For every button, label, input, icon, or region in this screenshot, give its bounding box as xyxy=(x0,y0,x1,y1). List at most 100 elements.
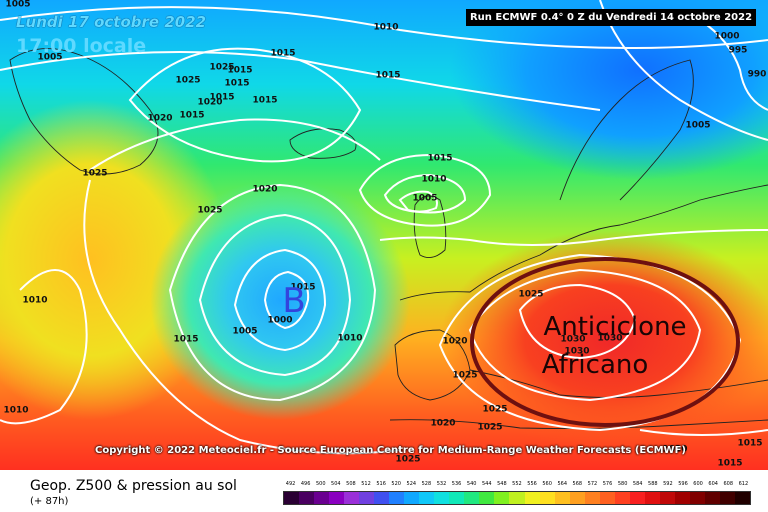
forecast-lead-time: (+ 87h) xyxy=(30,496,69,507)
isobar-label: 1015 xyxy=(737,439,762,449)
isobar-line xyxy=(233,248,327,352)
isobar-label: 1015 xyxy=(252,96,277,106)
scale-swatch xyxy=(359,492,375,504)
scale-swatch xyxy=(659,492,675,504)
isobar-line xyxy=(0,6,768,49)
isobar-label: 1025 xyxy=(477,423,502,433)
forecast-local-time: 17:00 locale xyxy=(16,35,147,57)
scale-swatch xyxy=(404,492,420,504)
isobar-label: 1010 xyxy=(22,296,47,306)
scale-swatch xyxy=(614,492,630,504)
scale-swatch xyxy=(569,492,585,504)
isobar-line xyxy=(168,183,377,402)
isobar-label: 1005 xyxy=(685,121,710,131)
isobar-line xyxy=(128,47,362,163)
isobar-label: 1020 xyxy=(662,445,687,455)
isobar-label: 1015 xyxy=(375,71,400,81)
scale-tick-label: 512 xyxy=(361,481,371,487)
scale-swatch xyxy=(299,492,315,504)
isobar-label: 1025 xyxy=(175,76,200,86)
scale-swatch xyxy=(284,492,300,504)
scale-swatch xyxy=(674,492,690,504)
scale-tick-label: 580 xyxy=(617,481,628,487)
coastlines xyxy=(9,48,768,430)
isobar-line xyxy=(83,179,401,455)
anticyclone-label-line1: Anticiclone xyxy=(543,312,686,342)
scale-swatch xyxy=(629,492,645,504)
scale-swatch xyxy=(719,492,735,504)
scale-swatch xyxy=(509,492,525,504)
isobar-line xyxy=(468,268,702,402)
isobar-line xyxy=(89,118,381,171)
isobar-label: 1010 xyxy=(373,23,398,33)
scale-swatch xyxy=(329,492,345,504)
anticyclone-outline xyxy=(470,257,740,427)
isobar-label: 1015 xyxy=(209,93,234,103)
scale-swatch xyxy=(554,492,570,504)
scale-swatch xyxy=(599,492,615,504)
scale-swatch xyxy=(734,492,750,504)
isobar-label: 1005 xyxy=(412,194,437,204)
isobar-label: 1005 xyxy=(5,0,30,10)
isobar-label: 1025 xyxy=(197,206,222,216)
isobar-label: 1015 xyxy=(173,335,198,345)
scale-tick-label: 608 xyxy=(723,481,734,487)
run-info-banner: Run ECMWF 0.4° 0 Z du Vendredi 14 octobr… xyxy=(466,9,756,26)
scale-tick-label: 528 xyxy=(421,481,432,487)
scale-swatch xyxy=(494,492,510,504)
isobar-label: 1020 xyxy=(197,98,222,108)
isobar-label: 1020 xyxy=(147,114,172,124)
scale-tick-label: 588 xyxy=(648,481,658,487)
scale-tick-label: 584 xyxy=(632,481,643,487)
isobar-label: 1025 xyxy=(209,63,234,73)
scale-swatch xyxy=(479,492,495,504)
scale-tick-label: 504 xyxy=(331,481,341,487)
isobar-lines xyxy=(0,0,768,453)
scale-tick-label: 544 xyxy=(481,481,492,487)
isobar-line xyxy=(518,283,637,360)
isobar-label: 1015 xyxy=(270,49,295,59)
anticyclone-label-line2: Africano xyxy=(542,350,649,380)
isobar-label: 1020 xyxy=(430,419,455,429)
isobar-label: 1000 xyxy=(267,316,292,326)
isobar-label: 1025 xyxy=(482,405,507,415)
isobar-line xyxy=(383,173,467,214)
scale-tick-label: 552 xyxy=(512,481,522,487)
greenland-coast xyxy=(9,48,159,175)
isobar-label: 1005 xyxy=(37,53,62,63)
color-scale-labels: 492 496 500 504 508 512 516 520 524 528 532 536 540 5… xyxy=(283,481,751,491)
scandinavia-coast xyxy=(559,59,694,201)
scale-tick-label: 532 xyxy=(436,481,447,487)
scale-tick-label: 500 xyxy=(315,481,326,487)
uk-coast xyxy=(413,195,447,259)
isobar-label: 1020 xyxy=(252,185,277,195)
isobar-label: 1015 xyxy=(224,79,249,89)
scale-swatch xyxy=(314,492,330,504)
scale-tick-label: 508 xyxy=(346,481,356,487)
isobar-label: 1015 xyxy=(717,459,742,469)
scale-tick-label: 516 xyxy=(376,481,386,487)
europe-coast xyxy=(399,184,768,301)
scale-tick-label: 520 xyxy=(391,481,401,487)
isobar-label: 1015 xyxy=(290,283,315,293)
scale-tick-label: 540 xyxy=(466,481,477,487)
scale-swatch xyxy=(689,492,705,504)
isobar-line xyxy=(358,153,492,227)
scale-tick-label: 496 xyxy=(300,481,311,487)
isobar-label: 1030 xyxy=(597,334,622,344)
scale-swatch xyxy=(584,492,600,504)
scale-tick-label: 560 xyxy=(542,481,552,487)
scale-swatch xyxy=(389,492,405,504)
low-pressure-marker: B xyxy=(282,281,305,321)
isobar-label: 1020 xyxy=(442,337,467,347)
isobar-line xyxy=(639,429,768,436)
isobar-line xyxy=(198,213,352,377)
isobar-label: 1025 xyxy=(518,290,543,300)
scale-swatch xyxy=(464,492,480,504)
isobar-label: 1010 xyxy=(337,334,362,344)
isobar-label: 1030 xyxy=(560,335,585,345)
isobar-label: 1025 xyxy=(82,169,107,179)
iberia-coast xyxy=(394,329,471,401)
